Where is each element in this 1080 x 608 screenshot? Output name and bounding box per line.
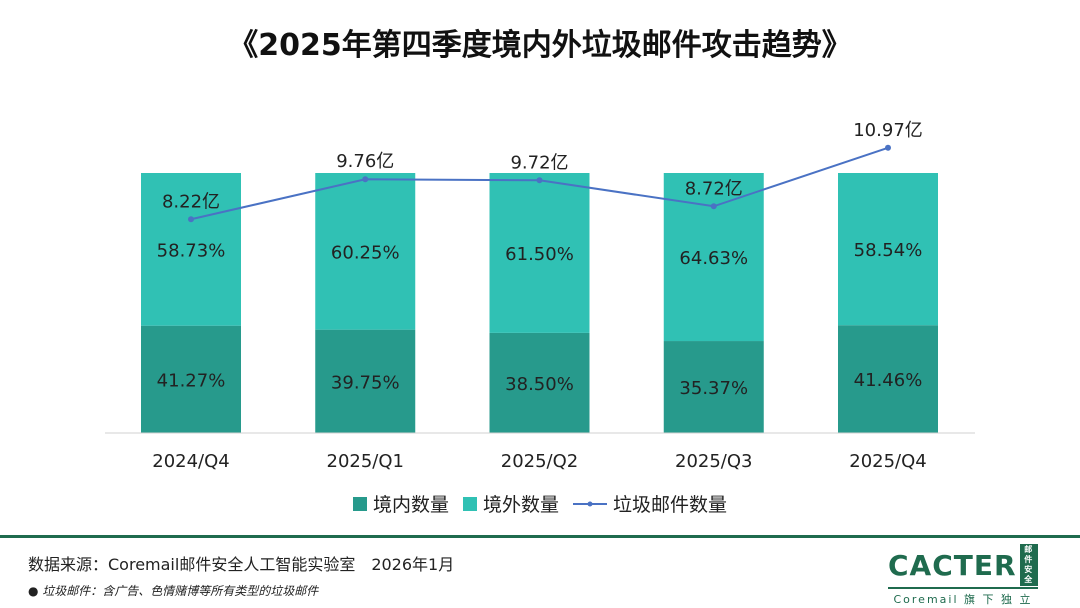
x-tick-label: 2025/Q3 [675, 451, 753, 472]
x-tick-label: 2025/Q4 [849, 451, 927, 472]
legend: 境内数量 境外数量 垃圾邮件数量 [0, 490, 1080, 517]
bar-foreign [838, 173, 938, 326]
data-label-foreign: 60.25% [331, 242, 400, 263]
data-label-foreign: 64.63% [679, 248, 748, 269]
bar-domestic [663, 341, 764, 433]
bar-domestic [489, 332, 590, 433]
legend-item-foreign: 境外数量 [462, 490, 559, 517]
data-label-foreign: 58.73% [157, 240, 226, 261]
line-point [536, 177, 543, 184]
data-label-domestic: 41.27% [157, 370, 226, 391]
chart-plot: 41.27% 58.73% 2024/Q4 39.75% 60.25% 2025/Q1 38… [105, 120, 975, 472]
bar-domestic [838, 325, 938, 433]
legend-item-total: 垃圾邮件数量 [573, 490, 727, 517]
bar-foreign [489, 173, 590, 333]
x-tick-label: 2025/Q2 [501, 451, 579, 472]
data-label-domestic: 41.46% [854, 370, 923, 391]
data-label-total: 8.72亿 [685, 178, 743, 199]
x-tick-label: 2025/Q1 [327, 451, 405, 472]
line-point [188, 216, 194, 223]
data-label-domestic: 38.50% [505, 374, 574, 395]
bar-domestic [141, 325, 241, 433]
bar-foreign [141, 173, 241, 326]
data-label-total: 8.22亿 [162, 191, 220, 212]
legend-item-domestic: 境内数量 [352, 490, 449, 517]
data-label-total: 9.76亿 [336, 151, 394, 172]
line-point [710, 203, 717, 210]
bar-domestic [315, 329, 416, 433]
chart-title: 《2025年第四季度境内外垃圾邮件攻击趋势》 [228, 28, 852, 63]
x-tick-label: 2024/Q4 [152, 451, 230, 472]
data-label-foreign: 61.50% [505, 244, 574, 265]
data-source: 数据来源：Coremail邮件安全人工智能实验室 2026年1月 [28, 555, 455, 574]
data-label-total: 9.72亿 [510, 152, 568, 173]
line-point [362, 176, 369, 183]
bar-foreign [315, 173, 416, 330]
data-label-domestic: 35.37% [679, 378, 748, 399]
data-label-total: 10.97亿 [853, 120, 923, 141]
data-label-foreign: 58.54% [854, 240, 923, 261]
footnote: ● 垃圾邮件：含广告、色情赌博等所有类型的垃圾邮件 [28, 584, 319, 598]
line-point [885, 144, 891, 151]
footer-divider [0, 535, 1080, 538]
data-label-domestic: 39.75% [331, 372, 400, 393]
